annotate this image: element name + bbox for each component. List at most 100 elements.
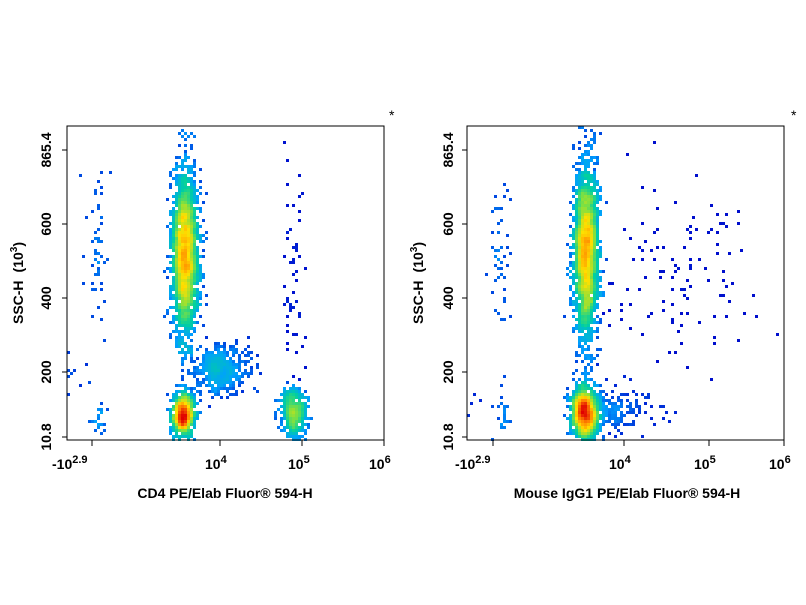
event-density-cell <box>277 408 280 411</box>
event-density-cell <box>202 273 205 276</box>
event-density-cell <box>593 318 596 321</box>
event-density-cell <box>217 369 220 372</box>
event-density-cell <box>593 276 596 279</box>
event-density-cell <box>193 201 196 204</box>
event-density-cell <box>605 399 608 402</box>
event-density-cell <box>593 186 596 189</box>
event-density-cell <box>190 288 193 291</box>
event-density-cell <box>187 312 190 315</box>
event-density-cell <box>238 366 241 369</box>
event-density-cell <box>91 264 94 267</box>
event-density-cell <box>196 282 199 285</box>
event-density-cell <box>238 384 241 387</box>
event-density-cell <box>578 195 581 198</box>
event-density-cell <box>184 252 187 255</box>
event-density-cell <box>581 219 584 222</box>
event-density-cell <box>301 429 304 432</box>
event-density-cell <box>611 390 614 393</box>
event-density-cell <box>722 270 725 273</box>
event-density-cell <box>103 429 106 432</box>
event-density-cell <box>596 189 599 192</box>
event-density-cell <box>584 288 587 291</box>
event-density-cell <box>575 435 578 438</box>
event-density-cell <box>193 420 196 423</box>
event-density-cell <box>199 237 202 240</box>
event-density-cell <box>647 315 650 318</box>
event-density-cell <box>614 420 617 423</box>
event-density-cell <box>677 330 680 333</box>
event-density-cell <box>710 204 713 207</box>
event-density-cell <box>190 219 193 222</box>
event-density-cell <box>289 228 292 231</box>
event-density-cell <box>500 261 503 264</box>
event-density-cell <box>91 315 94 318</box>
event-density-cell <box>584 135 587 138</box>
event-density-cell <box>569 396 572 399</box>
event-density-cell <box>590 222 593 225</box>
event-density-cell <box>193 303 196 306</box>
event-density-cell <box>503 408 506 411</box>
event-density-cell <box>584 315 587 318</box>
event-density-cell <box>166 309 169 312</box>
event-density-cell <box>575 429 578 432</box>
event-density-cell <box>184 279 187 282</box>
event-density-cell <box>226 396 229 399</box>
event-density-cell <box>593 429 596 432</box>
event-density-cell <box>205 366 208 369</box>
event-density-cell <box>178 216 181 219</box>
event-density-cell <box>569 426 572 429</box>
event-density-cell <box>575 408 578 411</box>
event-density-cell <box>713 336 716 339</box>
event-density-cell <box>590 291 593 294</box>
event-density-cell <box>572 231 575 234</box>
event-density-cell <box>629 378 632 381</box>
event-density-cell <box>202 381 205 384</box>
event-density-cell <box>184 144 187 147</box>
event-density-cell <box>169 267 172 270</box>
event-density-cell <box>632 411 635 414</box>
event-density-cell <box>190 393 193 396</box>
event-density-cell <box>193 396 196 399</box>
event-density-cell <box>172 258 175 261</box>
right-y-tick-label: 10.8 <box>440 423 456 450</box>
event-density-cell <box>214 345 217 348</box>
event-density-cell <box>286 381 289 384</box>
event-density-cell <box>593 321 596 324</box>
event-density-cell <box>593 138 596 141</box>
event-density-cell <box>584 204 587 207</box>
event-density-cell <box>175 429 178 432</box>
event-density-cell <box>599 279 602 282</box>
event-density-cell <box>199 297 202 300</box>
event-density-cell <box>181 159 184 162</box>
event-density-cell <box>292 246 295 249</box>
event-density-cell <box>596 393 599 396</box>
event-density-cell <box>578 201 581 204</box>
event-density-cell <box>223 366 226 369</box>
event-density-cell <box>184 282 187 285</box>
event-density-cell <box>196 297 199 300</box>
event-density-cell <box>190 297 193 300</box>
event-density-cell <box>181 285 184 288</box>
event-density-cell <box>178 279 181 282</box>
event-density-cell <box>211 372 214 375</box>
event-density-cell <box>569 252 572 255</box>
event-density-cell <box>689 231 692 234</box>
event-density-cell <box>94 252 97 255</box>
event-density-cell <box>97 204 100 207</box>
event-density-cell <box>211 384 214 387</box>
event-density-cell <box>581 126 584 129</box>
event-density-cell <box>235 372 238 375</box>
event-density-cell <box>229 348 232 351</box>
event-density-cell <box>596 354 599 357</box>
event-density-cell <box>593 300 596 303</box>
event-density-cell <box>178 351 181 354</box>
event-density-cell <box>578 225 581 228</box>
event-density-cell <box>184 420 187 423</box>
event-density-cell <box>193 276 196 279</box>
event-density-cell <box>97 228 100 231</box>
event-density-cell <box>175 201 178 204</box>
event-density-cell <box>587 210 590 213</box>
event-density-cell <box>256 390 259 393</box>
event-density-cell <box>169 228 172 231</box>
event-density-cell <box>584 186 587 189</box>
